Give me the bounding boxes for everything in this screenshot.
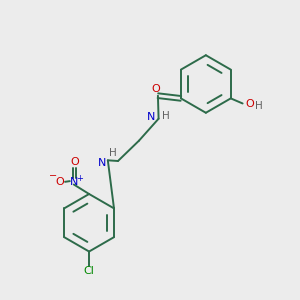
Text: O: O bbox=[245, 99, 254, 109]
Text: O: O bbox=[70, 157, 79, 166]
Text: Cl: Cl bbox=[84, 266, 94, 276]
Text: H: H bbox=[109, 148, 117, 158]
Text: O: O bbox=[152, 84, 160, 94]
Text: H: H bbox=[162, 111, 170, 121]
Text: N: N bbox=[98, 158, 106, 168]
Text: N: N bbox=[147, 112, 155, 122]
Text: H: H bbox=[255, 101, 263, 111]
Text: +: + bbox=[76, 174, 83, 183]
Text: −: − bbox=[50, 171, 58, 181]
Text: N: N bbox=[70, 177, 79, 187]
Text: O: O bbox=[55, 177, 64, 187]
